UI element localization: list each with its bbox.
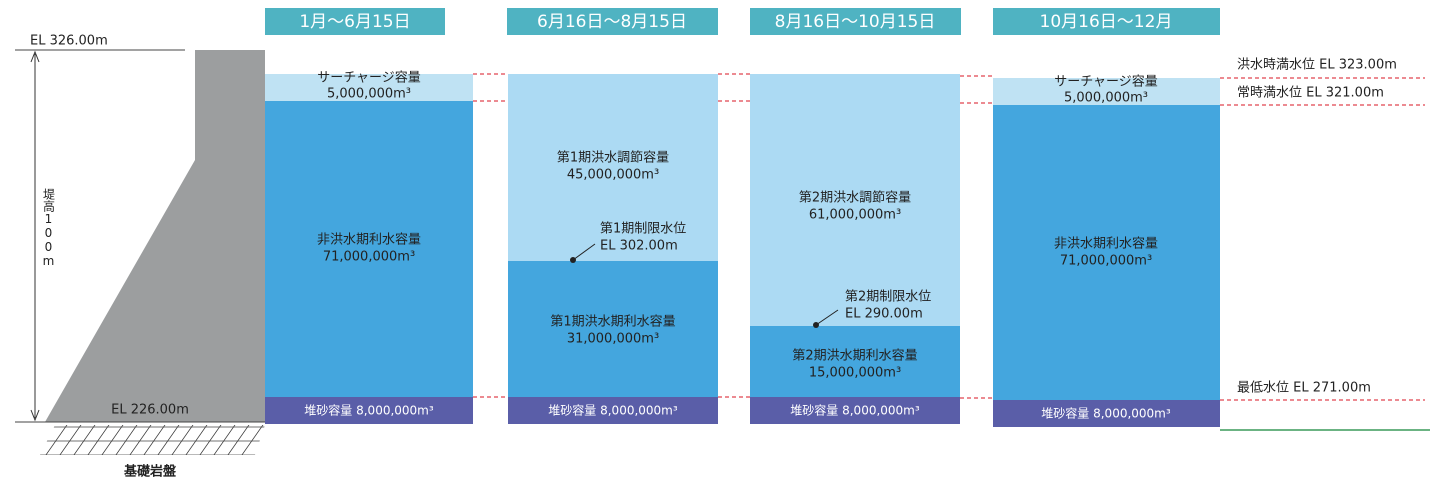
arrow-heads xyxy=(30,50,40,422)
limit-level: EL 302.00m xyxy=(600,239,678,254)
header-box xyxy=(993,8,1220,35)
surcharge-block xyxy=(993,78,1220,105)
sediment-label: 堆砂容量 8,000,000m³ xyxy=(1041,406,1171,421)
period-label: 6月16日～8月15日 xyxy=(537,12,687,32)
block-label: 第2期洪水調節容量 xyxy=(799,190,911,206)
block-value: 71,000,000m³ xyxy=(323,250,415,265)
sediment-block xyxy=(508,397,718,424)
utility-block xyxy=(265,101,473,397)
block-value: 5,000,000m³ xyxy=(327,87,411,102)
block-label: 非洪水期利水容量 xyxy=(317,233,421,248)
limit-label: 第1期制限水位 xyxy=(600,221,686,237)
flood-control-block xyxy=(508,74,718,261)
block-value: 31,000,000m³ xyxy=(567,332,659,347)
water-level: 常時満水位 EL 321.00m xyxy=(1237,86,1384,101)
sediment-label: 堆砂容量 8,000,000m³ xyxy=(548,403,678,418)
block-label: 第2期洪水期利水容量 xyxy=(792,348,917,364)
surcharge-block xyxy=(265,74,473,101)
dam-body xyxy=(45,50,265,422)
base-level: EL 226.00m xyxy=(111,403,189,418)
block-label: 第1期洪水調節容量 xyxy=(557,150,669,166)
foundation-label: 基礎岩盤 xyxy=(123,464,177,480)
block-label: 非洪水期利水容量 xyxy=(1054,237,1158,252)
water-level: 洪水時満水位 EL 323.00m xyxy=(1237,58,1397,73)
utility-block xyxy=(993,105,1220,400)
limit-level: EL 290.00m xyxy=(845,307,923,322)
period-label: 8月16日～10月15日 xyxy=(775,12,936,32)
limit-label: 第2期制限水位 xyxy=(845,289,931,305)
foundation-hatch xyxy=(40,425,265,455)
level-dashes xyxy=(473,73,1425,401)
limit-leader xyxy=(815,309,839,326)
water-level: 最低水位 EL 271.00m xyxy=(1237,381,1371,396)
header-box xyxy=(750,8,961,35)
sediment-block xyxy=(750,397,960,424)
block-label: サーチャージ容量 xyxy=(1054,75,1158,90)
block-value: 45,000,000m³ xyxy=(567,168,659,183)
sediment-label: 堆砂容量 8,000,000m³ xyxy=(304,403,434,418)
utility-block xyxy=(750,326,960,397)
block-value: 5,000,000m³ xyxy=(1064,91,1148,106)
block-value: 15,000,000m³ xyxy=(809,366,901,381)
block-label: 第1期洪水期利水容量 xyxy=(550,314,675,330)
header-box xyxy=(507,8,718,35)
header-box xyxy=(265,8,445,35)
dam-height: 堤高100m xyxy=(42,188,56,268)
sediment-label: 堆砂容量 8,000,000m³ xyxy=(790,403,920,418)
period-headers xyxy=(265,8,1220,35)
flood-control-block xyxy=(750,74,960,326)
block-value: 71,000,000m³ xyxy=(1060,254,1152,269)
top-level: EL 326.00m xyxy=(30,34,108,49)
limit-leader xyxy=(572,243,596,261)
period-label: 1月～6月15日 xyxy=(299,12,410,32)
sediment-block xyxy=(265,397,473,424)
block-label: サーチャージ容量 xyxy=(317,71,421,86)
period-label: 10月16日～12月 xyxy=(1040,12,1173,32)
block-value: 61,000,000m³ xyxy=(809,208,901,223)
utility-block xyxy=(508,261,718,397)
sediment-block xyxy=(993,400,1220,427)
